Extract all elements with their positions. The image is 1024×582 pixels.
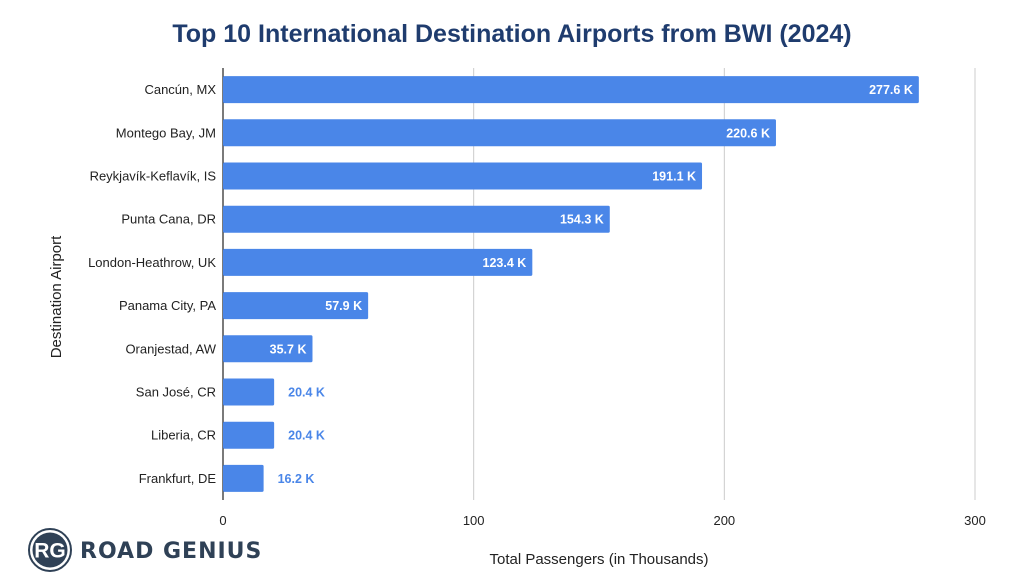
logo-monogram: RG <box>34 540 66 563</box>
chart-title: Top 10 International Destination Airport… <box>172 20 851 48</box>
y-axis-title: Destination Airport <box>48 235 65 358</box>
bar <box>223 335 313 363</box>
bar <box>223 464 264 492</box>
bar <box>223 248 533 276</box>
bar-value-label: 154.3 K <box>560 213 604 227</box>
bar <box>223 119 776 147</box>
category-label: Reykjavík-Keflavík, IS <box>90 169 217 184</box>
bar <box>223 162 703 190</box>
category-label: Montego Bay, JM <box>116 125 216 140</box>
category-label: Panama City, PA <box>119 298 216 313</box>
bar-value-label: 20.4 K <box>288 429 325 443</box>
road-genius-logo: RG ROAD GENIUS <box>28 528 262 572</box>
x-tick-labels: 0 100 200 300 <box>219 513 985 528</box>
category-label: Punta Cana, DR <box>121 212 216 227</box>
bar-value-label: 277.6 K <box>869 83 913 97</box>
x-tick-label: 300 <box>964 513 986 528</box>
x-axis-title: Total Passengers (in Thousands) <box>489 551 708 568</box>
bar-value-label: 20.4 K <box>288 386 325 400</box>
bar <box>223 421 275 449</box>
x-tick-label: 0 <box>219 513 226 528</box>
category-label: London-Heathrow, UK <box>88 255 216 270</box>
category-label: Liberia, CR <box>151 428 216 443</box>
category-label: Oranjestad, AW <box>125 341 216 356</box>
bar-value-label: 191.1 K <box>652 170 696 184</box>
category-label: Cancún, MX <box>144 82 216 97</box>
bar <box>223 378 275 406</box>
bar <box>223 292 369 320</box>
logo-badge <box>32 532 68 568</box>
category-label: Frankfurt, DE <box>139 471 217 486</box>
x-tick-label: 100 <box>463 513 485 528</box>
logo-wordmark: ROAD GENIUS <box>80 539 262 564</box>
x-tick-label: 200 <box>713 513 735 528</box>
category-label: San José, CR <box>136 385 216 400</box>
bar-value-label: 123.4 K <box>483 256 527 270</box>
bar <box>223 76 919 104</box>
bars: 277.6 K 220.6 K 191.1 K 154.3 K 123.4 K 57.9 … <box>223 76 919 492</box>
bar <box>223 205 610 233</box>
bar-value-label: 57.9 K <box>325 299 362 313</box>
category-labels: Cancún, MX Montego Bay, JM Reykjavík-Kefla… <box>88 82 217 486</box>
bar-value-label: 16.2 K <box>278 472 315 486</box>
bar-value-label: 35.7 K <box>270 342 307 356</box>
bar-value-label: 220.6 K <box>726 126 770 140</box>
